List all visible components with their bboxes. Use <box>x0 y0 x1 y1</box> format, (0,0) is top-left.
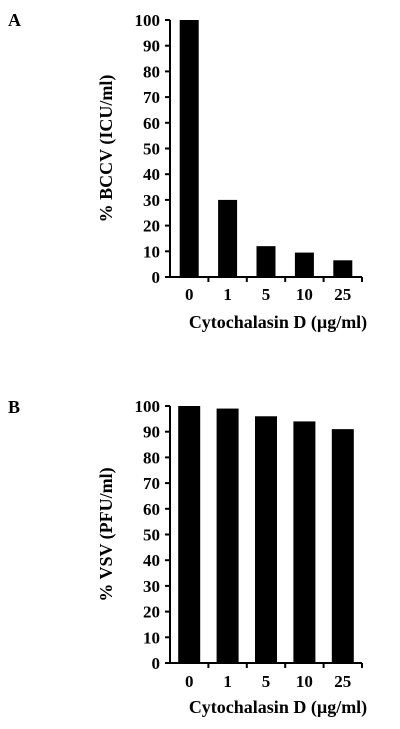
panel-b-bar-25 <box>331 429 354 663</box>
panel-b-y-tick-label: 90 <box>143 423 160 442</box>
panel-b-y-tick-label: 20 <box>143 603 160 622</box>
panel-b-x-tick-label: 1 <box>223 672 232 691</box>
panel-b-y-tick-label: 50 <box>143 526 160 545</box>
panel-b-x-tick-label: 5 <box>262 672 271 691</box>
panel-a-bar-5 <box>256 246 276 277</box>
panel-b-y-tick-label: 40 <box>143 551 160 570</box>
panel-a-bar-0 <box>179 20 199 277</box>
panel-b-x-axis-title: Cytochalasin D (µg/ml) <box>189 697 367 718</box>
panel-a-x-tick-label: 10 <box>296 285 313 304</box>
panel-a-y-tick-label: 30 <box>143 191 160 210</box>
panel-b-x-tick-label: 0 <box>185 672 194 691</box>
panel-b-y-tick-label: 30 <box>143 577 160 596</box>
panel-a-y-tick-label: 80 <box>143 62 160 81</box>
panel-a-y-tick-label: 0 <box>152 268 161 287</box>
panel-b-y-tick-label: 70 <box>143 474 160 493</box>
panel-b-letter: B <box>8 397 20 417</box>
panel-b-bar-0 <box>178 406 201 663</box>
panel-a-y-axis-title: % BCCV (ICU/ml) <box>96 75 117 223</box>
panel-b-y-tick-label: 0 <box>152 654 161 673</box>
panel-b-bar-5 <box>255 416 277 663</box>
panel-b-bar-10 <box>293 421 316 663</box>
panel-a-y-tick-label: 50 <box>143 140 160 159</box>
panel-a-x-axis-title: Cytochalasin D (µg/ml) <box>189 312 367 333</box>
panel-a-y-tick-label: 70 <box>143 88 160 107</box>
panel-a-x-tick-label: 25 <box>334 285 351 304</box>
panel-b-chart: B 0 10 20 30 40 50 60 70 80 90 100 0 1 5 10 25 Cytochala… <box>8 397 367 718</box>
panel-b-y-axis-title: % VSV (PFU/ml) <box>96 467 117 601</box>
panel-b-bar-1 <box>216 408 239 663</box>
panel-a-x-tick-label: 5 <box>262 285 271 304</box>
panel-a-chart: A 0 10 20 30 40 50 60 70 80 90 100 0 1 5 10 25 Cytochala… <box>8 10 367 333</box>
panel-b-y-tick-label: 60 <box>143 500 160 519</box>
panel-a-letter: A <box>8 10 21 30</box>
panel-b-y-tick-label: 100 <box>135 397 161 416</box>
panel-a-bar-25 <box>333 260 353 277</box>
panel-a-bar-1 <box>218 199 238 277</box>
panel-a-x-tick-label: 1 <box>223 285 232 304</box>
panel-b-x-tick-label: 10 <box>296 672 313 691</box>
panel-a-y-tick-label: 40 <box>143 165 160 184</box>
panel-a-y-tick-label: 90 <box>143 37 160 56</box>
panel-a-y-tick-label: 20 <box>143 217 160 236</box>
panel-b-y-tick-label: 10 <box>143 628 160 647</box>
panel-a-y-tick-label: 100 <box>135 11 161 30</box>
panel-b-y-tick-label: 80 <box>143 448 160 467</box>
panel-a-y-tick-label: 60 <box>143 114 160 133</box>
panel-a-bar-10 <box>294 252 314 277</box>
panel-a-x-tick-label: 0 <box>185 285 194 304</box>
panel-b-x-tick-label: 25 <box>334 672 351 691</box>
panel-a-y-tick-label: 10 <box>143 242 160 261</box>
